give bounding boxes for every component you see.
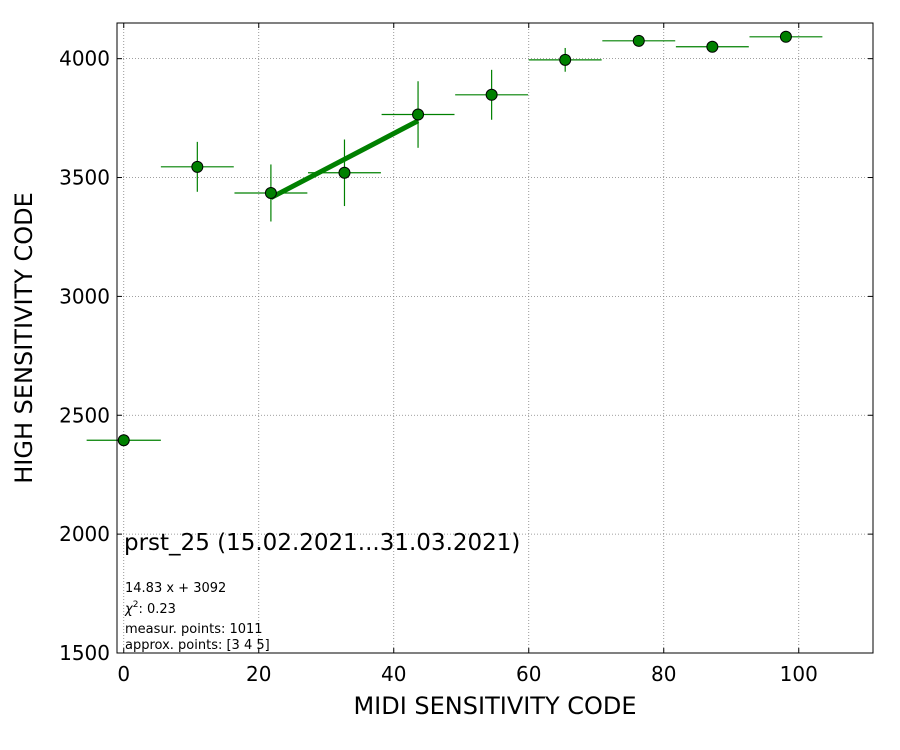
x-tick-label: 40: [381, 662, 406, 686]
data-point: [160, 141, 234, 192]
data-marker: [706, 40, 719, 53]
data-point: [749, 30, 823, 43]
data-point: [86, 434, 161, 447]
y-tick-label: 2500: [59, 403, 110, 427]
data-point: [675, 40, 749, 53]
data-marker: [338, 166, 351, 179]
data-marker: [117, 434, 130, 447]
y-tick-label: 3000: [59, 284, 110, 308]
y-axis-label: HIGH SENSITIVITY CODE: [10, 192, 38, 484]
data-marker: [559, 53, 572, 66]
chart-annotation-title: prst_25 (15.02.2021...31.03.2021): [124, 530, 520, 556]
chi-symbol: χ: [124, 602, 134, 617]
data-point: [381, 81, 455, 148]
y-tick-label: 3500: [59, 166, 110, 190]
data-marker: [632, 34, 645, 47]
data-point: [528, 47, 602, 72]
data-point: [234, 164, 308, 222]
data-marker: [485, 88, 498, 101]
axis-ticks: 0 20 40 60 80 100 1500 2000 2500 3000 3500 4000: [59, 23, 873, 686]
data-marker: [779, 30, 792, 43]
chi-square-text: χ2: 0.23: [124, 600, 176, 617]
measurement-points-text: measur. points: 1011: [125, 622, 263, 637]
data-marker: [412, 108, 425, 121]
data-marker: [191, 160, 204, 173]
fit-equation: 14.83 x + 3092: [125, 581, 226, 596]
plot-frame: [116, 22, 874, 654]
grid: [117, 23, 873, 654]
data-point: [308, 139, 381, 207]
y-tick-label: 1500: [59, 641, 110, 665]
x-tick-label: 100: [780, 662, 818, 686]
data-marker: [264, 186, 277, 199]
x-tick-label: 0: [117, 662, 130, 686]
plot-area: [86, 30, 823, 447]
y-tick-label: 4000: [59, 47, 110, 71]
x-tick-label: 80: [651, 662, 676, 686]
x-tick-label: 60: [516, 662, 541, 686]
x-axis-label: MIDI SENSITIVITY CODE: [353, 692, 636, 720]
y-tick-label: 2000: [59, 522, 110, 546]
chi-value: : 0.23: [138, 602, 175, 617]
chi-superscript: 2: [133, 600, 139, 610]
x-tick-label: 20: [246, 662, 271, 686]
data-point: [455, 69, 529, 120]
approximation-points-text: approx. points: [3 4 5]: [125, 638, 270, 653]
data-point: [602, 34, 676, 47]
